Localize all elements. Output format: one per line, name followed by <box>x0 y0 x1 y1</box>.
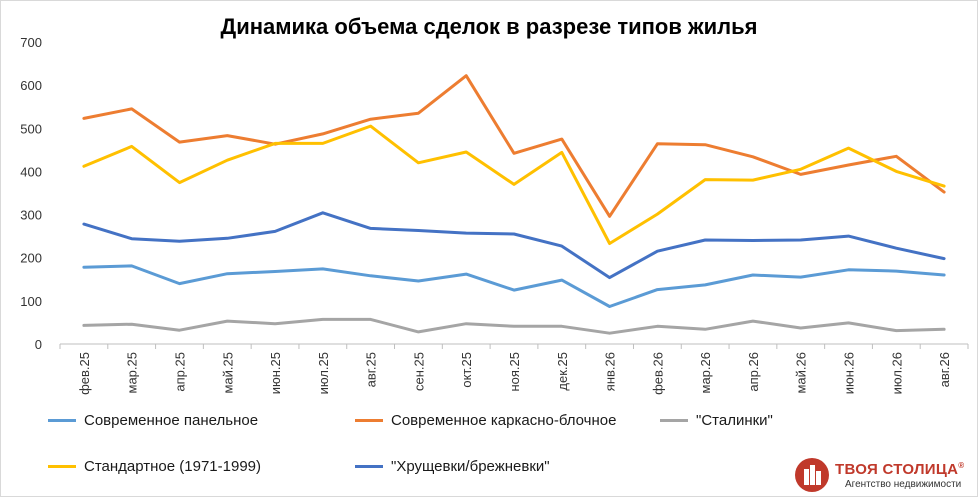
logo-building-icon <box>795 458 829 492</box>
y-tick-label: 300 <box>20 208 42 223</box>
series-line <box>82 211 946 280</box>
legend-item-khrushchevki: "Хрущевки/брежневки" <box>355 456 550 476</box>
y-tick-label: 500 <box>20 121 42 136</box>
y-tick-label: 200 <box>20 251 42 266</box>
company-logo: ТВОЯ СТОЛИЦА® Агентство недвижимости <box>795 455 975 495</box>
legend-label-frame-block: Современное каркасно-блочное <box>391 411 617 429</box>
logo-subtitle: Агентство недвижимости <box>845 479 962 490</box>
chart-title: Динамика объема сделок в разрезе типов ж… <box>220 14 758 39</box>
legend-item-frame-block: Современное каркасно-блочное <box>355 410 616 430</box>
x-tick-label: апр.25 <box>172 352 187 392</box>
legend-item-panel: Современное панельное <box>48 410 258 430</box>
legend-swatch-khrushchevki <box>355 464 383 468</box>
series-line <box>82 264 946 308</box>
x-tick-label: фев.26 <box>650 352 665 395</box>
x-tick-label: июл.25 <box>316 352 331 394</box>
logo-text: ТВОЯ СТОЛИЦА® <box>835 461 965 478</box>
series-line <box>82 74 946 218</box>
x-tick-label: май.25 <box>220 352 235 394</box>
legend-label-standard: Стандартное (1971-1999) <box>84 457 261 475</box>
legend-swatch-frame-block <box>355 418 383 422</box>
legend-item-standard: Стандартное (1971-1999) <box>48 456 261 476</box>
x-tick-label: июн.26 <box>842 352 857 394</box>
x-tick-label: мар.25 <box>125 352 140 393</box>
legend-item-stalinki: "Сталинки" <box>660 410 773 430</box>
legend-swatch-standard <box>48 464 76 468</box>
x-tick-label: ноя.25 <box>507 352 522 392</box>
x-tick-label: сен.25 <box>411 352 426 391</box>
series-line <box>82 317 946 335</box>
y-tick-label: 400 <box>20 164 42 179</box>
x-tick-label: авг.25 <box>364 352 379 387</box>
x-tick-label: июл.26 <box>889 352 904 394</box>
legend-label-stalinki: "Сталинки" <box>696 411 773 429</box>
x-tick-label: май.26 <box>794 352 809 394</box>
x-tick-label: апр.26 <box>746 352 761 392</box>
legend-label-panel: Современное панельное <box>84 411 259 429</box>
y-tick-label: 0 <box>35 337 42 352</box>
legend-label-khrushchevki: "Хрущевки/брежневки" <box>391 457 550 475</box>
y-tick-label: 100 <box>20 294 42 309</box>
y-tick-label: 600 <box>20 78 42 93</box>
x-tick-label: авг.26 <box>937 352 952 387</box>
x-tick-label: фев.25 <box>77 352 92 395</box>
x-tick-label: мар.26 <box>698 352 713 393</box>
x-tick-label: окт.25 <box>459 352 474 388</box>
x-tick-label: дек.25 <box>555 352 570 391</box>
legend-swatch-stalinki <box>660 418 688 422</box>
legend-swatch-panel <box>48 418 76 422</box>
x-tick-label: июн.25 <box>268 352 283 394</box>
x-tick-label: янв.26 <box>603 352 618 391</box>
y-tick-label: 700 <box>20 35 42 50</box>
series-line <box>82 124 946 245</box>
